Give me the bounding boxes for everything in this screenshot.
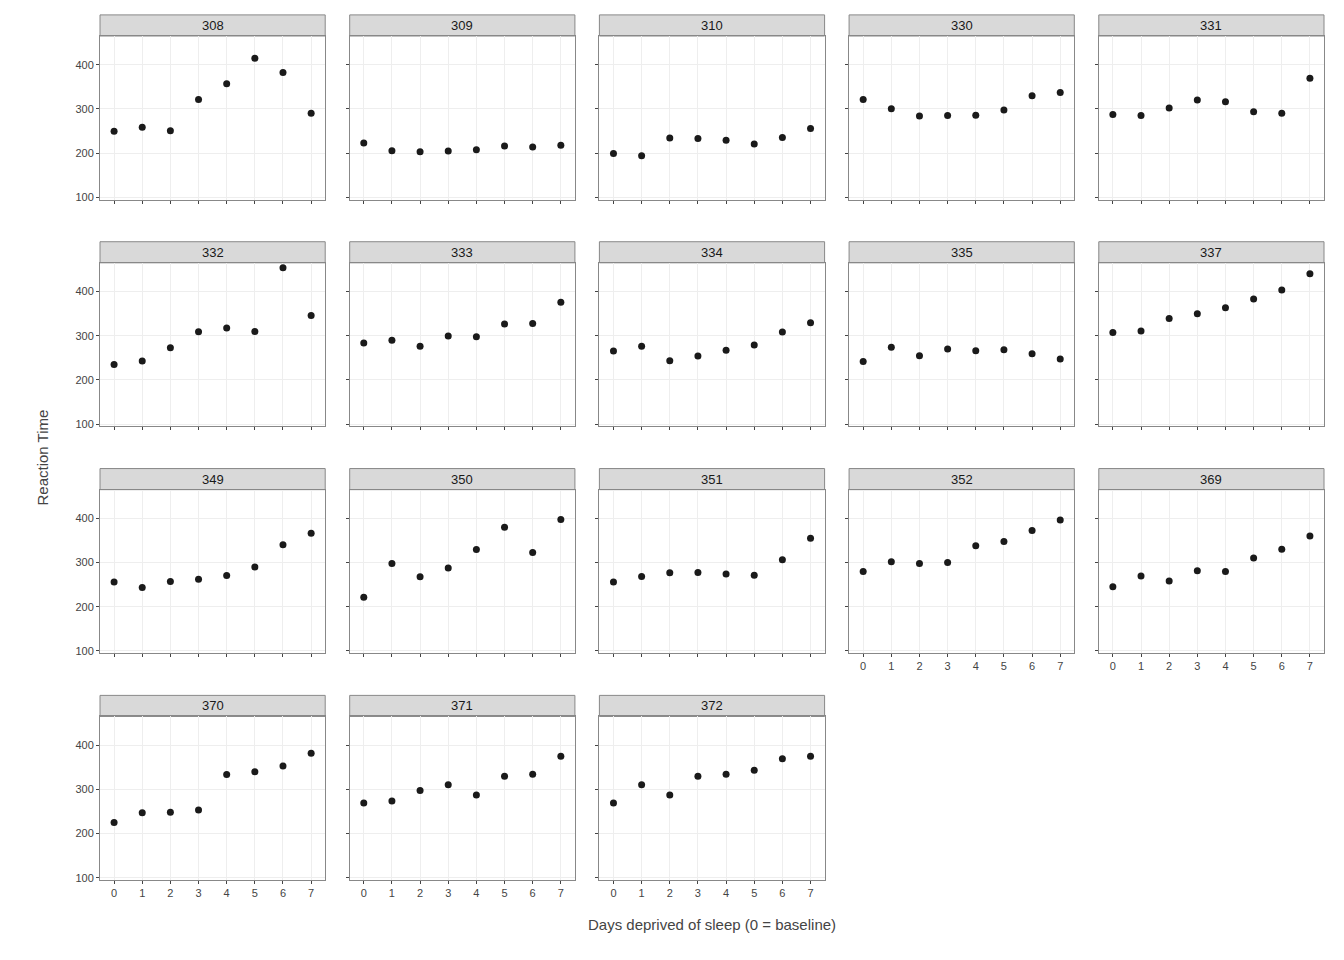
svg-text:5: 5	[751, 887, 757, 899]
svg-text:100: 100	[75, 191, 93, 203]
svg-text:200: 200	[75, 147, 93, 159]
svg-text:200: 200	[75, 827, 93, 839]
svg-text:4: 4	[224, 887, 230, 899]
svg-text:2: 2	[667, 887, 673, 899]
svg-text:1: 1	[888, 660, 894, 672]
svg-text:371: 371	[451, 698, 473, 713]
svg-text:1: 1	[389, 887, 395, 899]
svg-text:6: 6	[779, 887, 785, 899]
svg-text:3: 3	[1194, 660, 1200, 672]
svg-text:350: 350	[451, 472, 473, 487]
svg-text:0: 0	[610, 887, 616, 899]
svg-text:200: 200	[75, 374, 93, 386]
svg-text:310: 310	[701, 18, 723, 33]
svg-text:300: 300	[75, 330, 93, 342]
svg-text:369: 369	[1200, 472, 1222, 487]
svg-text:2: 2	[417, 887, 423, 899]
svg-text:4: 4	[1222, 660, 1228, 672]
svg-text:3: 3	[195, 887, 201, 899]
svg-text:400: 400	[75, 59, 93, 71]
svg-text:335: 335	[951, 245, 973, 260]
svg-text:Reaction Time: Reaction Time	[34, 410, 51, 506]
svg-text:100: 100	[75, 872, 93, 884]
svg-text:6: 6	[1279, 660, 1285, 672]
svg-text:1: 1	[1138, 660, 1144, 672]
svg-text:3: 3	[695, 887, 701, 899]
svg-text:370: 370	[202, 698, 224, 713]
svg-text:300: 300	[75, 556, 93, 568]
svg-text:1: 1	[139, 887, 145, 899]
svg-text:4: 4	[473, 887, 479, 899]
svg-text:2: 2	[167, 887, 173, 899]
svg-text:1: 1	[639, 887, 645, 899]
svg-text:4: 4	[973, 660, 979, 672]
svg-text:Days deprived of sleep (0 = ba: Days deprived of sleep (0 = baseline)	[588, 916, 836, 933]
svg-text:7: 7	[1307, 660, 1313, 672]
svg-text:309: 309	[451, 18, 473, 33]
svg-text:349: 349	[202, 472, 224, 487]
svg-text:0: 0	[361, 887, 367, 899]
svg-text:308: 308	[202, 18, 224, 33]
svg-text:0: 0	[860, 660, 866, 672]
svg-text:400: 400	[75, 739, 93, 751]
svg-text:5: 5	[1001, 660, 1007, 672]
svg-text:5: 5	[1251, 660, 1257, 672]
svg-text:100: 100	[75, 645, 93, 657]
svg-text:6: 6	[1029, 660, 1035, 672]
svg-text:300: 300	[75, 783, 93, 795]
svg-text:372: 372	[701, 698, 723, 713]
svg-text:352: 352	[951, 472, 973, 487]
svg-text:300: 300	[75, 103, 93, 115]
svg-text:3: 3	[445, 887, 451, 899]
svg-text:330: 330	[951, 18, 973, 33]
svg-text:332: 332	[202, 245, 224, 260]
svg-text:3: 3	[945, 660, 951, 672]
svg-text:333: 333	[451, 245, 473, 260]
svg-text:7: 7	[308, 887, 314, 899]
svg-text:0: 0	[1110, 660, 1116, 672]
svg-text:400: 400	[75, 285, 93, 297]
svg-text:334: 334	[701, 245, 723, 260]
svg-text:5: 5	[501, 887, 507, 899]
svg-text:7: 7	[807, 887, 813, 899]
svg-text:2: 2	[916, 660, 922, 672]
svg-text:4: 4	[723, 887, 729, 899]
svg-text:331: 331	[1200, 18, 1222, 33]
svg-text:6: 6	[530, 887, 536, 899]
svg-text:351: 351	[701, 472, 723, 487]
svg-text:0: 0	[111, 887, 117, 899]
svg-text:337: 337	[1200, 245, 1222, 260]
svg-text:6: 6	[280, 887, 286, 899]
svg-text:7: 7	[1057, 660, 1063, 672]
svg-text:200: 200	[75, 601, 93, 613]
svg-text:100: 100	[75, 418, 93, 430]
svg-text:400: 400	[75, 512, 93, 524]
svg-text:5: 5	[252, 887, 258, 899]
svg-text:2: 2	[1166, 660, 1172, 672]
svg-text:7: 7	[558, 887, 564, 899]
